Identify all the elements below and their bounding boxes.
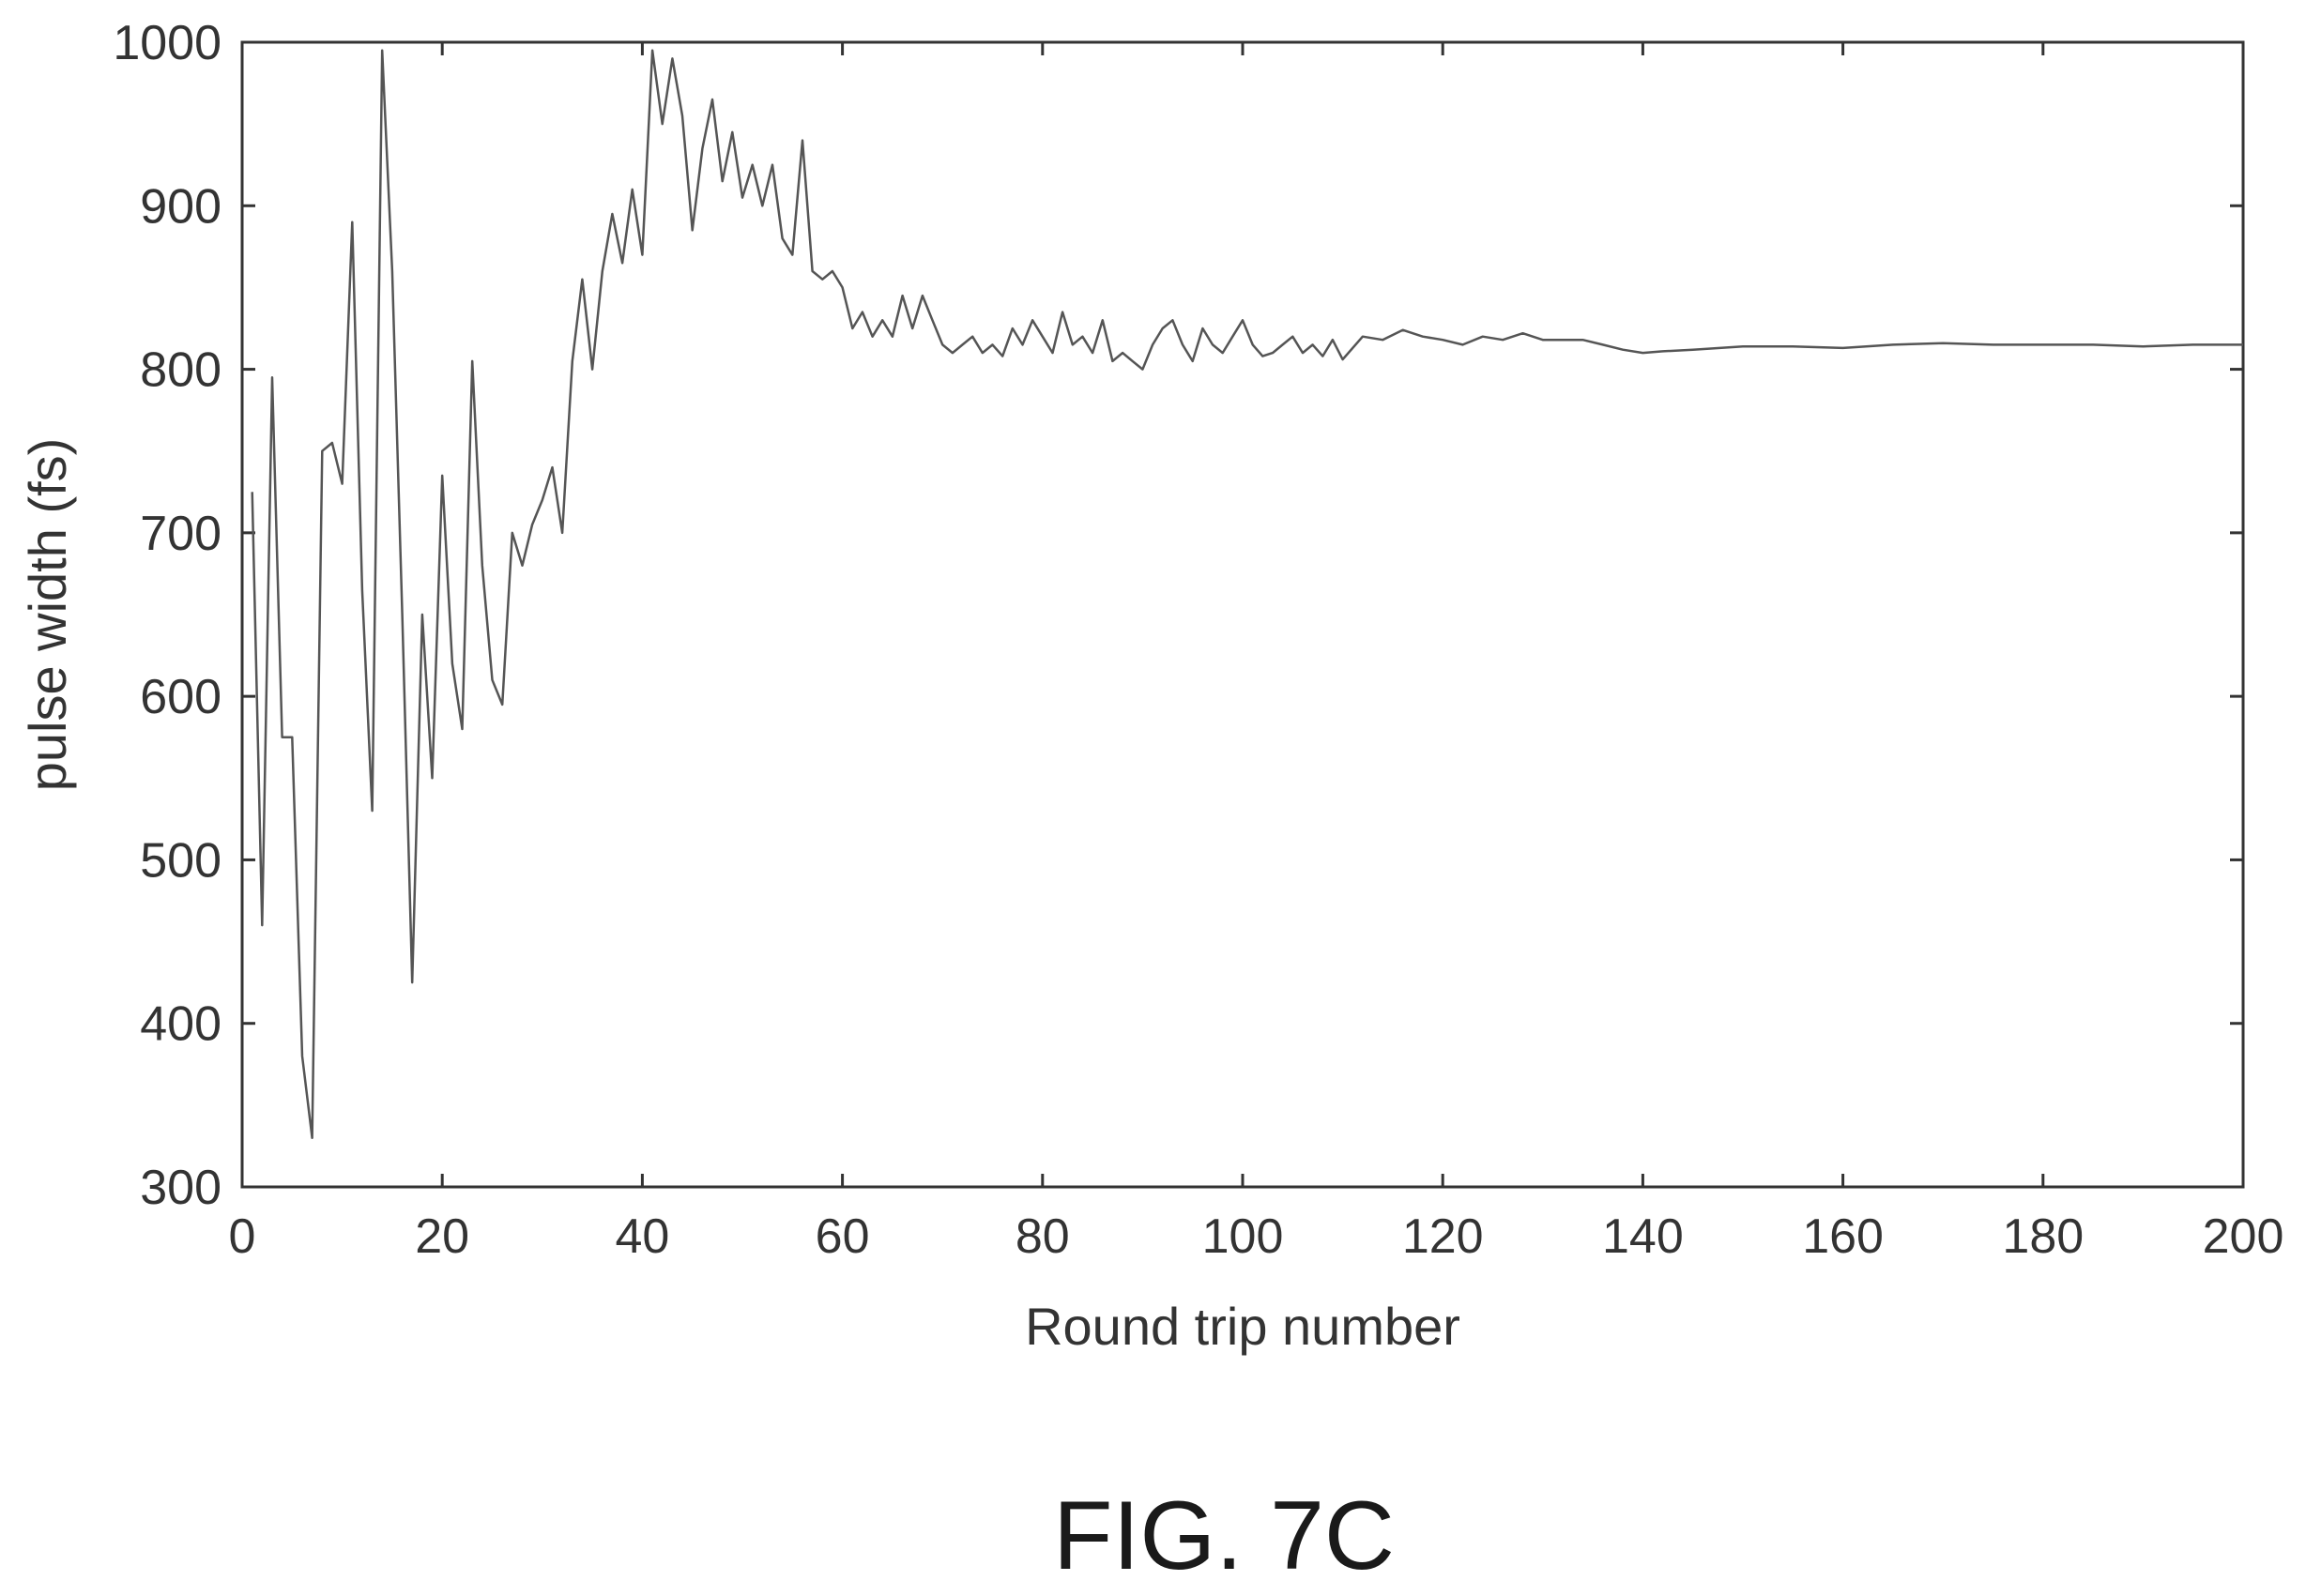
y-tick-label: 300 <box>140 1161 221 1215</box>
x-tick-label: 60 <box>816 1209 870 1264</box>
x-tick-label: 20 <box>415 1209 469 1264</box>
tick-labels: 0 20 40 60 80 100 120 140 160 180 200 300 400 500 600 7… <box>113 16 2283 1264</box>
x-tick-label: 100 <box>1202 1209 1284 1264</box>
y-tick-label: 800 <box>140 343 221 398</box>
x-tick-label: 200 <box>2203 1209 2284 1264</box>
y-axis-label: pulse width (fs) <box>18 438 77 792</box>
figure-caption: FIG. 7C <box>1053 1482 1395 1590</box>
x-tick-label: 140 <box>1602 1209 1684 1264</box>
y-tick-label: 700 <box>140 507 221 561</box>
plot-area-frame <box>240 40 2245 1189</box>
axis-ticks <box>240 40 2245 1189</box>
x-tick-label: 120 <box>1402 1209 1484 1264</box>
series-line <box>251 49 2243 1139</box>
y-tick-label: 600 <box>140 670 221 724</box>
x-tick-label: 80 <box>1016 1209 1070 1264</box>
y-tick-label: 1000 <box>113 16 221 70</box>
series-layer <box>251 49 2243 1139</box>
x-tick-label: 40 <box>615 1209 669 1264</box>
y-tick-label: 400 <box>140 997 221 1052</box>
y-tick-label: 900 <box>140 179 221 234</box>
x-axis-label: Round trip number <box>1025 1297 1460 1356</box>
x-tick-label: 160 <box>1802 1209 1884 1264</box>
x-tick-label: 180 <box>2002 1209 2084 1264</box>
x-tick-label: 0 <box>229 1209 256 1264</box>
y-tick-label: 500 <box>140 833 221 888</box>
